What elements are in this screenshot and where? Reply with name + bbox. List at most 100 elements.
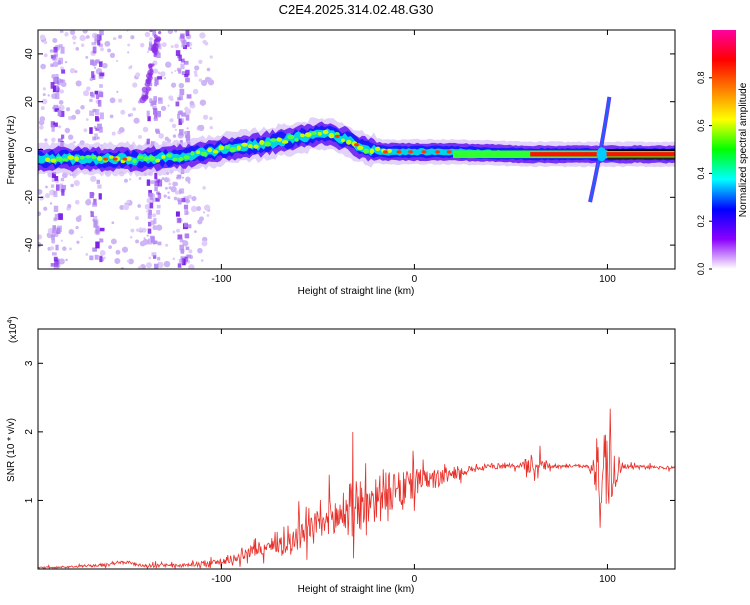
- streak-blob: [57, 225, 62, 233]
- colorbar-tick-label: 0.6: [696, 119, 706, 132]
- streak-blob: [185, 114, 190, 121]
- band-blob: [253, 144, 259, 149]
- noise-speck: [58, 100, 64, 105]
- band-blob: [340, 138, 345, 143]
- noise-speck: [120, 109, 126, 115]
- snr-plot-area: [38, 408, 675, 569]
- streak-blob: [141, 94, 147, 100]
- streak-blob: [175, 101, 180, 107]
- noise-speck: [75, 225, 79, 230]
- streak-blob: [53, 104, 59, 112]
- streak-blob: [145, 90, 149, 94]
- streak-blob: [60, 30, 64, 33]
- streak-blob: [157, 256, 161, 261]
- noise-speck: [76, 240, 80, 244]
- band-blob: [148, 155, 156, 162]
- streak-blob: [185, 246, 190, 251]
- band-hotspot: [103, 157, 108, 161]
- streak-blob: [152, 30, 157, 36]
- noise-speck: [209, 125, 213, 130]
- streak-blob: [149, 193, 154, 200]
- noise-speck: [206, 214, 210, 217]
- band-blob: [369, 148, 375, 154]
- streak-blob: [148, 47, 154, 51]
- streak-blob: [177, 113, 181, 119]
- noise-speck: [118, 98, 123, 103]
- streak-blob: [92, 108, 97, 113]
- noise-speck: [99, 249, 106, 256]
- noise-speck: [192, 88, 199, 95]
- noise-speck: [127, 51, 130, 54]
- streak-blob: [54, 260, 59, 267]
- streak-blob: [175, 211, 180, 217]
- noise-speck: [67, 204, 72, 209]
- streak-blob: [53, 122, 58, 127]
- noise-speck: [42, 93, 46, 97]
- streak-blob: [61, 189, 65, 196]
- streak-blob: [51, 124, 55, 132]
- colorbar: 0.0 0.2 0.4 0.6 0.8 Normalized spectral ampl…: [696, 30, 749, 275]
- noise-speck: [38, 234, 43, 240]
- noise-speck: [85, 118, 89, 121]
- streak-blob: [51, 184, 55, 188]
- streak-blob: [151, 100, 157, 105]
- streak-blob: [97, 184, 102, 189]
- noise-speck: [145, 262, 152, 269]
- streak-blob: [178, 69, 182, 74]
- streak-blob: [93, 198, 97, 205]
- band-blob: [55, 156, 63, 162]
- noise-speck: [59, 89, 64, 94]
- streak-blob: [151, 46, 158, 53]
- band-blob: [218, 145, 225, 151]
- spectrogram-panel: -100 0 100 -40 -20 0 20 40 Height of straight l…: [6, 29, 676, 297]
- noise-speck: [110, 238, 117, 245]
- streak-blob: [155, 128, 160, 133]
- streak-blob: [97, 123, 102, 130]
- band-blob: [304, 132, 312, 138]
- streak-blob: [95, 59, 100, 64]
- noise-speck: [194, 65, 200, 71]
- streak-blob: [147, 116, 151, 122]
- streak-blob: [94, 109, 100, 116]
- band-blob: [155, 158, 161, 163]
- streak-blob: [179, 88, 185, 96]
- streak-blob: [53, 46, 58, 53]
- noise-speck: [199, 216, 204, 222]
- streak-blob: [180, 256, 186, 260]
- noise-speck: [133, 117, 140, 124]
- streak-blob: [61, 69, 66, 74]
- streak-blob: [149, 202, 154, 209]
- noise-speck: [60, 66, 65, 71]
- noise-speck: [185, 176, 191, 183]
- noise-speck: [127, 113, 132, 117]
- streak-blob: [53, 256, 58, 262]
- band-blob: [80, 155, 85, 160]
- band-blob: [85, 154, 91, 159]
- streak-blob: [180, 63, 185, 70]
- streak-blob: [153, 108, 158, 115]
- noise-speck: [40, 63, 46, 70]
- band-blob: [109, 155, 114, 159]
- streak-blob: [177, 111, 183, 115]
- streak-blob: [179, 244, 185, 251]
- streak-blob: [90, 211, 94, 217]
- streak-blob: [94, 34, 100, 42]
- streak-blob: [61, 134, 65, 139]
- streak-blob: [99, 255, 103, 263]
- band-blob: [50, 158, 57, 163]
- noise-speck: [174, 128, 177, 131]
- noise-speck: [155, 224, 163, 231]
- streak-blob: [156, 191, 160, 195]
- y-tick-label: 3: [24, 360, 35, 366]
- noise-speck: [200, 259, 204, 262]
- streak-blob: [145, 86, 151, 92]
- streak-blob: [157, 110, 162, 117]
- streak-blob: [152, 105, 157, 110]
- noise-speck: [170, 45, 174, 49]
- noise-speck: [38, 189, 43, 195]
- band-blob: [97, 156, 103, 161]
- noise-speck: [197, 125, 203, 130]
- streak-blob: [99, 84, 103, 88]
- noise-speck: [73, 141, 76, 144]
- noise-speck: [83, 128, 88, 133]
